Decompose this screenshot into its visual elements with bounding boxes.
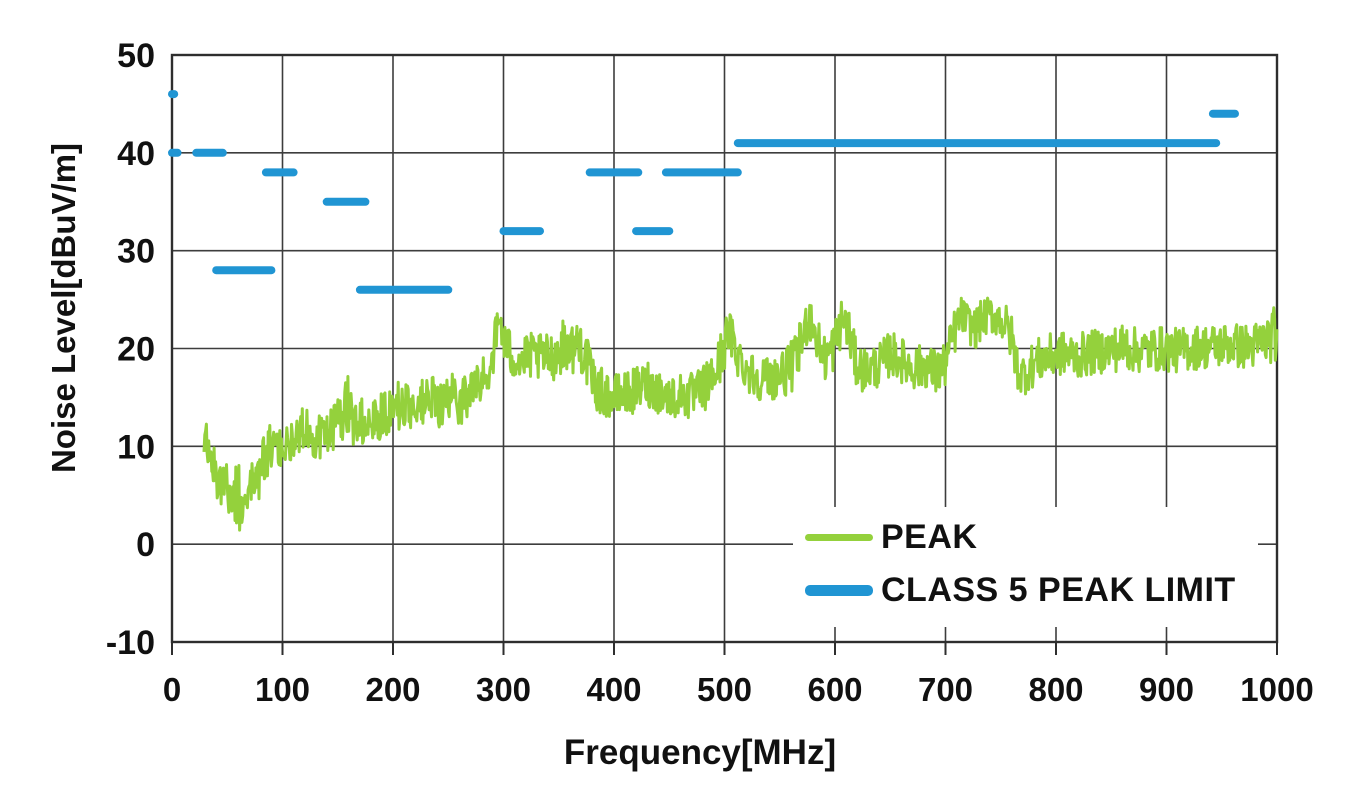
x-tick-label: 1000 (1240, 671, 1313, 708)
x-tick-label: 600 (807, 671, 862, 708)
x-tick-label: 100 (255, 671, 310, 708)
x-tick-label: 300 (476, 671, 531, 708)
peak-legend-label: PEAK (881, 517, 978, 556)
y-tick-label: -10 (106, 624, 155, 662)
x-tick-label: 0 (163, 671, 181, 708)
y-tick-label: 50 (117, 37, 155, 75)
y-tick-label: 10 (117, 428, 155, 466)
x-tick-label: 500 (697, 671, 752, 708)
y-tick-label: 40 (117, 135, 155, 173)
legend-item-peak: PEAK (805, 512, 1258, 562)
x-tick-label: 800 (1028, 671, 1083, 708)
y-tick-label: 30 (117, 233, 155, 271)
x-tick-label: 200 (365, 671, 420, 708)
peak-trace (202, 296, 1279, 532)
x-axis-title: Frequency[MHz] (563, 733, 837, 772)
limit-segments (168, 90, 1239, 294)
y-axis-title: Noise Level[dBuV/m] (45, 142, 82, 474)
tick-labels: 0 100 200 300 400 500 600 700 800 900 100050403020… (106, 37, 1314, 708)
axis-ticks (171, 642, 1278, 655)
peak-legend-swatch (805, 533, 873, 541)
limit-legend-swatch (805, 584, 873, 596)
x-tick-label: 900 (1139, 671, 1194, 708)
x-tick-label: 400 (586, 671, 641, 708)
y-tick-label: 20 (117, 331, 155, 369)
limit-legend-label: CLASS 5 PEAK LIMIT (881, 570, 1236, 609)
x-tick-label: 700 (918, 671, 973, 708)
legend: PEAK CLASS 5 PEAK LIMIT (793, 507, 1258, 627)
y-tick-label: 0 (136, 526, 155, 564)
legend-item-limit: CLASS 5 PEAK LIMIT (805, 565, 1258, 615)
